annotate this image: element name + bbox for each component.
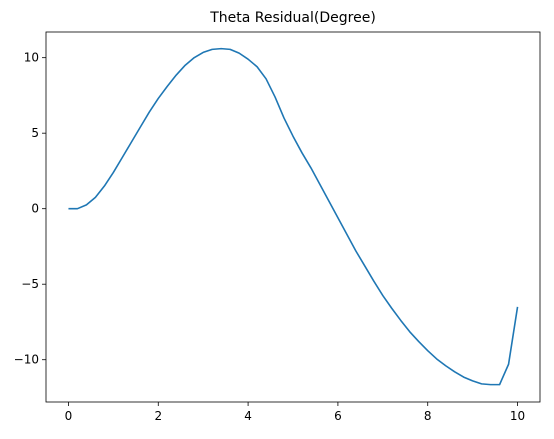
y-tick-label: 5 [31, 126, 39, 140]
x-tick-label: 6 [334, 409, 342, 423]
x-tick-label: 0 [65, 409, 73, 423]
y-tick-label: −5 [21, 277, 39, 291]
x-tick-label: 4 [244, 409, 252, 423]
chart-title: Theta Residual(Degree) [209, 10, 376, 26]
y-tick-label: 0 [31, 202, 39, 216]
axes-frame [45, 31, 541, 403]
x-tick-label: 8 [424, 409, 432, 423]
line-series [68, 47, 519, 386]
x-tick-label: 2 [154, 409, 162, 423]
y-tick-label: −10 [14, 353, 39, 367]
y-tick-label: 10 [24, 51, 39, 65]
x-tick-label: 10 [510, 409, 525, 423]
